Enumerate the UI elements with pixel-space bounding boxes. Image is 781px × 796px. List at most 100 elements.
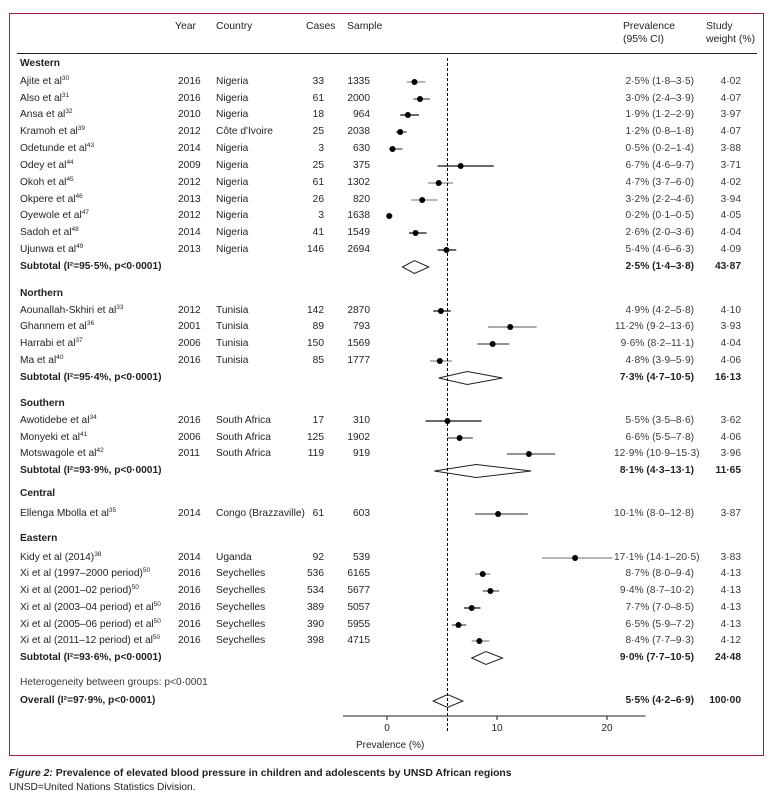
study-author: Kidy et al (2014)38 [20,551,101,564]
point-estimate [436,358,443,364]
study-author: Okoh et al45 [20,176,74,189]
study-sample: 5057 [347,602,370,613]
study-sample: 310 [353,415,370,426]
group-eastern-subtotal-weight: 24·48 [714,652,741,663]
study-year: 2011 [178,448,200,459]
study-year: 2006 [178,338,201,349]
figure-label: Figure 2: [9,768,53,779]
study-reference: 37 [75,337,83,344]
subtotal-diamond [438,370,503,386]
study-cases: 146 [307,244,324,255]
study-year: 2012 [178,210,201,221]
study-reference: 50 [153,601,161,608]
study-prevalence-ci: 8·7% (8·0–9·4) [625,568,694,579]
study-reference: 50 [131,584,139,591]
study-reference: 49 [76,243,84,250]
group-eastern-subtotal-label: Subtotal (I²=93·6%, p<0·0001) [20,652,162,663]
study-reference: 30 [61,75,70,82]
study-country: Nigeria [216,160,249,171]
group-western-subtotal-ci: 2·5% (1·4–3·8) [625,261,694,272]
study-sample: 1902 [347,432,370,443]
study-reference: 32 [65,108,73,115]
study-country: Tunisia [216,321,249,332]
study-author: Also et al31 [20,92,70,105]
study-country: Nigeria [216,143,249,154]
study-cases: 25 [312,126,324,137]
study-author-name: Sadoh et al [20,227,72,238]
study-year: 2014 [178,143,201,154]
study-weight: 4·07 [720,93,741,104]
study-reference: 48 [71,226,79,233]
study-weight: 4·04 [720,227,741,238]
study-reference: 39 [77,125,85,132]
x-tick-label: 10 [491,723,503,734]
study-author-name: Monyeki et al [20,432,81,443]
study-prevalence-ci: 10·1% (8·0–12·8) [614,508,694,519]
study-cases: 398 [307,635,324,646]
study-country: Nigeria [216,177,249,188]
study-weight: 3·62 [720,415,741,426]
study-reference: 50 [142,567,151,574]
figure-title: Prevalence of elevated blood pressure in… [52,768,512,779]
header-rule [17,53,757,55]
study-weight: 4·02 [720,76,741,87]
study-author: Xi et al (2011–12 period) et al50 [20,634,160,647]
study-reference: 31 [61,92,70,99]
study-author: Ajite et al30 [20,75,70,88]
study-cases: 61 [312,508,324,519]
study-prevalence-ci: 2·5% (1·8–3·5) [625,76,694,87]
study-year: 2012 [178,177,201,188]
group-eastern-subtotal-ci: 9·0% (7·7–10·5) [619,652,694,663]
study-country: Nigeria [216,227,249,238]
study-sample: 5955 [347,619,370,630]
study-country: Uganda [216,552,252,563]
study-prevalence-ci: 4·8% (3·9–5·9) [625,355,694,366]
study-year: 2012 [178,126,201,137]
study-year: 2012 [178,305,201,316]
heterogeneity-text: Heterogeneity between groups: p<0·0001 [20,677,208,688]
study-weight: 4·10 [720,305,741,316]
group-northern-subtotal-ci: 7·3% (4·7–10·5) [619,372,694,383]
study-reference: 47 [81,209,89,216]
study-weight: 4·07 [720,126,741,137]
study-year: 2016 [178,619,201,630]
study-author-name: Awotidebe et al [20,415,90,426]
study-author: Oyewole et al47 [20,209,89,222]
x-axis-label: Prevalence (%) [356,740,424,751]
study-year: 2016 [178,585,201,596]
study-cases: 89 [312,321,324,332]
study-country: Côte d'Ivoire [216,126,273,137]
study-country: Nigeria [216,244,249,255]
header-country: Country [216,21,253,32]
study-year: 2009 [178,160,201,171]
study-sample: 539 [353,552,370,563]
study-author-name: Odetunde et al [20,143,87,154]
study-prevalence-ci: 4·7% (3·7–6·0) [625,177,694,188]
study-cases: 85 [312,355,324,366]
study-author: Harrabi et al37 [20,337,83,350]
study-country: South Africa [216,448,271,459]
study-weight: 3·83 [720,552,741,563]
study-author-name: Ma et al [20,355,57,366]
point-estimate [404,112,411,118]
group-western-heading: Western [20,58,61,69]
study-author-name: Xi et al (2001–02 period) [20,585,132,596]
study-country: South Africa [216,432,271,443]
study-cases: 119 [307,448,324,459]
study-country: Tunisia [216,338,249,349]
study-sample: 1777 [347,355,370,366]
point-estimate [455,622,462,628]
study-sample: 4715 [347,635,370,646]
study-country: Nigeria [216,76,249,87]
study-weight: 4·02 [720,177,741,188]
study-reference: 42 [96,447,104,454]
study-sample: 820 [353,194,370,205]
study-country: Nigeria [216,194,249,205]
study-sample: 630 [353,143,370,154]
study-prevalence-ci: 6·7% (4·6–9·7) [625,160,694,171]
study-weight: 4·13 [720,585,741,596]
study-author-name: Kidy et al (2014) [20,552,95,563]
study-author-name: Xi et al (1997–2000 period) [20,568,143,579]
group-southern-subtotal-ci: 8·1% (4·3–13·1) [619,465,694,476]
